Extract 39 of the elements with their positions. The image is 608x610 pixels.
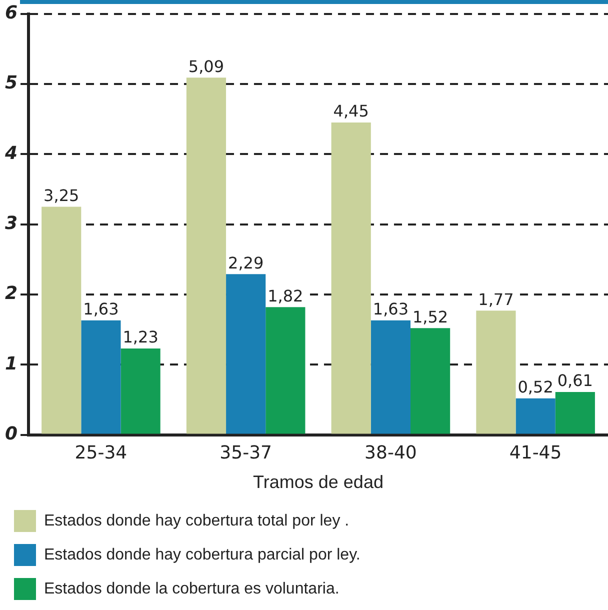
data-label: 1,63 [83, 300, 119, 319]
bar [266, 307, 306, 434]
y-tick-label: 6 [4, 2, 18, 24]
x-tick-label: 35-37 [220, 442, 272, 464]
bar [186, 78, 226, 434]
x-axis-title: Tramos de edad [253, 472, 384, 492]
bar [42, 206, 82, 434]
bar [410, 328, 450, 434]
y-tick-label: 1 [4, 353, 18, 374]
bar [226, 274, 266, 434]
bar [370, 320, 410, 434]
x-tick-label: 41-45 [509, 442, 562, 464]
data-label: 3,25 [44, 186, 80, 205]
data-label: 2,29 [228, 253, 264, 272]
y-tick-label: 0 [4, 423, 18, 444]
data-label: 5,09 [188, 56, 224, 76]
data-label: 1,77 [478, 290, 514, 309]
bar [331, 122, 371, 434]
data-label: 1,52 [412, 307, 448, 326]
data-label: 1,63 [372, 300, 409, 319]
bar [555, 392, 595, 434]
legend-label: Estados donde hay cobertura total por ley . [44, 512, 350, 530]
data-label: 0,52 [518, 377, 554, 396]
legend-label: Estados donde hay cobertura parcial por ley. [44, 546, 360, 564]
bar [476, 310, 516, 434]
bar [81, 320, 121, 434]
y-tick-label: 2 [4, 283, 18, 304]
x-tick-label: 38-40 [364, 442, 417, 464]
y-tick-label: 5 [4, 72, 18, 94]
bar [516, 398, 556, 434]
x-tick-label: 25-34 [74, 442, 128, 464]
data-label: 1,23 [122, 328, 158, 347]
y-tick-label: 3 [4, 212, 18, 234]
data-label: 0,61 [557, 371, 593, 390]
y-tick-label: 4 [4, 142, 18, 164]
data-label: 4,45 [333, 102, 369, 121]
data-label: 1,82 [268, 286, 304, 306]
legend-label: Estados donde la cobertura es voluntaria. [44, 580, 340, 598]
bar [120, 348, 160, 434]
